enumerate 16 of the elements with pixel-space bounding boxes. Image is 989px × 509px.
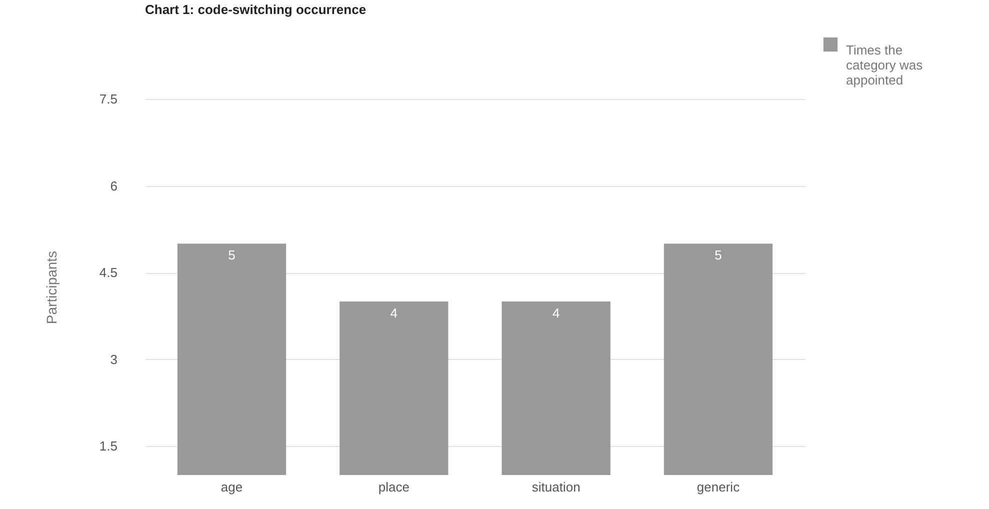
- y-tick-label: 3: [110, 352, 118, 367]
- y-tick-label: 1.5: [99, 438, 118, 454]
- y-tick-label: 4.5: [99, 265, 118, 280]
- y-tick-label: 7.5: [99, 92, 118, 106]
- y-axis-title: Participants: [43, 250, 60, 324]
- y-tick-label: 6: [110, 178, 118, 194]
- data-label: 5: [714, 248, 722, 263]
- x-tick-label: age: [220, 480, 243, 494]
- x-tick-label: situation: [532, 480, 580, 494]
- x-tick-label: place: [378, 480, 410, 494]
- legend-label: Times the category was appointed: [846, 42, 924, 88]
- data-label: 4: [390, 305, 398, 320]
- chart-title: Chart 1: code-switching occurrence: [145, 2, 366, 17]
- data-label: 4: [552, 305, 560, 320]
- data-label: 5: [228, 248, 236, 263]
- x-tick-label: generic: [696, 480, 740, 494]
